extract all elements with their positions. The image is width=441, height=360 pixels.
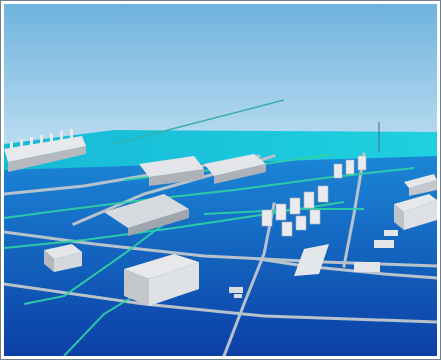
- building-right-top: [404, 174, 437, 196]
- long-building-far-left: [4, 129, 86, 172]
- building-right-large: [394, 194, 437, 230]
- small-blocks-right: [354, 230, 398, 272]
- foreground-warehouse: [124, 254, 199, 306]
- building-center-grid: [104, 194, 189, 236]
- small-building-left: [44, 244, 82, 272]
- building-center-top: [139, 156, 204, 186]
- tank-cluster: [261, 155, 367, 237]
- building-center-right: [204, 154, 266, 184]
- equipment-bottom: [229, 287, 243, 298]
- pier: [294, 244, 329, 276]
- plant-illustration: [4, 4, 437, 356]
- sky: [4, 4, 437, 144]
- transmission-line: [113, 99, 285, 145]
